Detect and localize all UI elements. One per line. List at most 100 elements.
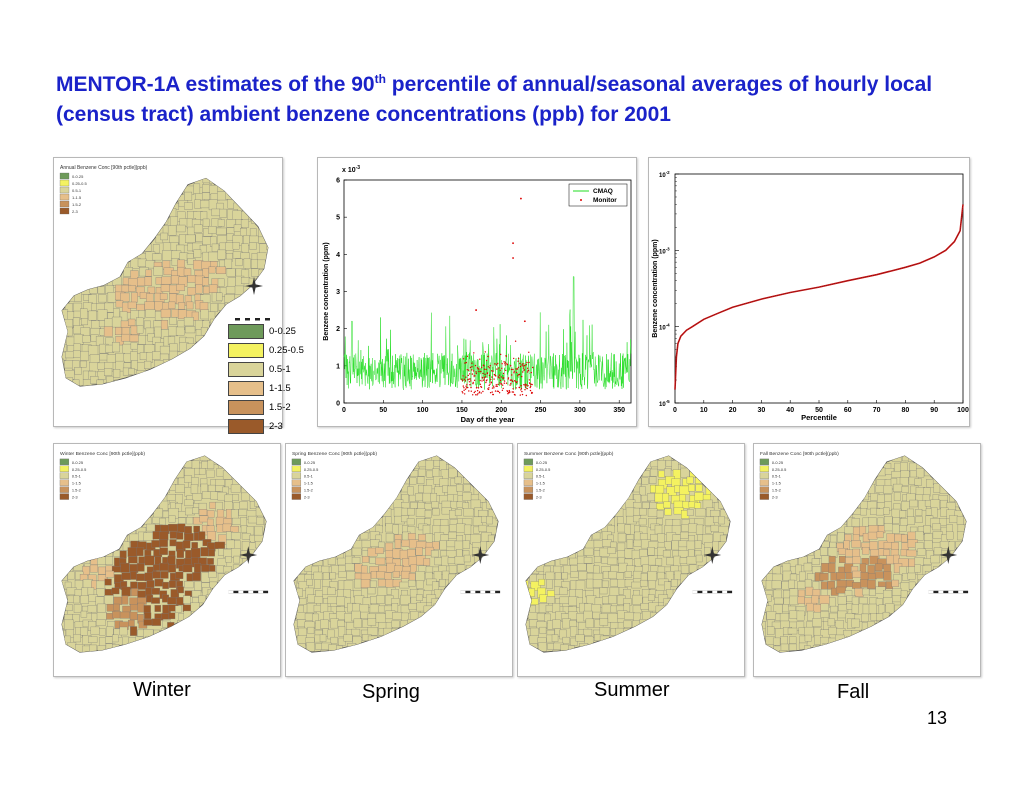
census-tract [416,594,423,601]
census-tract [293,558,298,565]
census-tract [129,611,138,621]
census-tract [462,492,472,501]
census-tract [876,650,884,653]
census-tract [497,539,499,549]
census-tract [562,485,571,493]
census-tract [351,556,361,564]
census-tract [737,572,744,578]
census-tract [207,589,215,596]
census-tract [494,645,499,653]
census-tract [673,555,681,567]
monitor-point [466,383,468,386]
census-tract [217,344,226,354]
census-tract [225,286,236,294]
census-tract [207,531,217,541]
census-tract [234,178,244,185]
census-tract [167,652,175,653]
census-tract [80,540,90,550]
census-tract [415,580,424,589]
census-tract [185,367,193,376]
census-tract [155,193,164,201]
census-tract [647,493,656,502]
census-tract [259,301,268,309]
census-tract [583,547,594,556]
census-tract [122,193,131,201]
census-tract [256,516,264,525]
census-tract [385,542,394,552]
census-tract [852,556,861,565]
monitor-point [465,361,467,364]
census-tract [702,572,713,582]
census-tract [465,573,473,582]
census-tract [439,525,450,535]
census-tract [99,637,107,647]
census-tract [425,460,434,470]
census-tract [222,455,231,463]
census-tract [303,531,311,542]
census-tract [161,207,169,218]
census-tract [852,582,862,589]
census-tract [190,635,198,643]
census-tract [329,547,339,557]
census-tract [231,598,240,607]
census-tract [503,598,512,607]
census-tract [666,653,675,662]
census-tract [144,612,152,620]
census-tract [74,367,82,375]
monitor-point [520,385,522,387]
census-tract [90,470,99,478]
census-tract [402,460,413,469]
census-tract [61,554,64,565]
census-tract [458,652,466,658]
census-tract [494,620,499,628]
census-tract [104,493,115,503]
census-tract [153,185,161,195]
census-tract [819,651,828,653]
census-tract [838,484,847,493]
census-tract [410,502,418,509]
census-tract [62,375,66,385]
census-tract [713,595,722,602]
census-tract [111,587,120,595]
census-tract [796,539,807,549]
census-tract [137,509,146,517]
summer-map-panel: Summer Benzene Conc [90th pctle](ppb) 0-0… [517,443,745,677]
scale-bar-segment [928,590,934,594]
census-tract [178,178,186,187]
census-tract [91,534,100,545]
census-tract [640,628,648,637]
census-tract [585,618,594,628]
monitor-point [506,390,509,393]
census-tract [248,455,256,463]
census-tract [138,335,146,345]
census-tract [886,619,894,627]
census-tract [72,534,83,541]
census-tract [211,243,220,252]
census-tract [738,644,744,652]
census-tract [234,182,242,194]
census-tract [232,571,241,578]
monitor-point [477,387,480,389]
mini-legend-label: 2-3 [72,209,79,214]
census-tract [578,526,587,537]
census-tract [956,516,964,525]
monitor-point [475,371,477,373]
monitor-point [500,376,502,378]
census-tract [448,531,457,539]
census-tract [600,461,609,469]
census-tract [272,454,280,464]
census-tract [184,202,193,210]
census-tract [292,653,298,660]
census-tract [222,603,230,614]
census-tract [154,485,164,495]
census-tract [259,194,267,205]
census-tract [61,526,67,534]
census-tract [88,310,97,321]
census-tract [583,556,593,564]
census-tract [296,635,307,644]
census-tract [472,526,480,534]
census-tract [502,464,511,473]
census-tract [654,629,662,638]
census-tract [200,211,208,220]
census-tract [890,620,901,629]
